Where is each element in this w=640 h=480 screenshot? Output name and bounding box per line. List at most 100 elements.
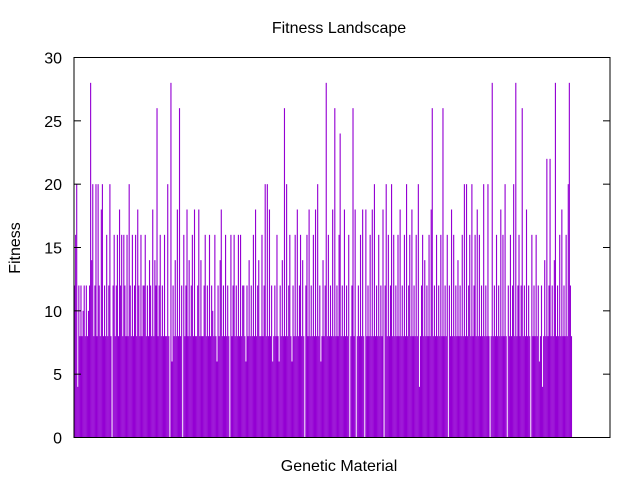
bar bbox=[211, 285, 213, 438]
bar bbox=[326, 336, 328, 438]
bar bbox=[334, 108, 336, 438]
bar bbox=[445, 336, 447, 438]
bar bbox=[424, 260, 426, 438]
bar bbox=[468, 285, 470, 438]
bar bbox=[99, 336, 101, 438]
bar bbox=[110, 336, 112, 438]
bar bbox=[314, 209, 317, 438]
bar bbox=[279, 285, 281, 438]
bar bbox=[249, 336, 251, 438]
bar bbox=[306, 234, 308, 438]
bar bbox=[233, 234, 235, 438]
bar bbox=[513, 184, 515, 438]
bars bbox=[74, 82, 573, 438]
bar bbox=[105, 336, 107, 438]
bar bbox=[187, 336, 189, 438]
bar bbox=[373, 184, 375, 438]
bar bbox=[244, 336, 246, 438]
y-axis-label: Fitness bbox=[7, 222, 24, 274]
bar bbox=[118, 209, 121, 438]
bar bbox=[370, 336, 372, 438]
bar bbox=[112, 285, 114, 438]
bar bbox=[422, 234, 424, 438]
bar bbox=[486, 336, 488, 438]
bar bbox=[495, 234, 498, 438]
bar bbox=[80, 285, 82, 438]
bar bbox=[220, 209, 222, 438]
bar bbox=[297, 336, 299, 438]
bar bbox=[280, 336, 282, 438]
bar bbox=[106, 234, 108, 438]
bar bbox=[465, 184, 468, 438]
bar bbox=[242, 285, 244, 438]
bar bbox=[252, 234, 254, 438]
bar bbox=[129, 285, 131, 438]
bar bbox=[399, 209, 401, 438]
bar bbox=[120, 285, 122, 438]
bar bbox=[464, 336, 467, 438]
bar bbox=[122, 336, 124, 438]
bar bbox=[483, 184, 485, 438]
bar bbox=[567, 184, 569, 438]
bar bbox=[499, 336, 501, 438]
bar bbox=[136, 336, 138, 438]
bar bbox=[135, 234, 137, 438]
bar bbox=[90, 82, 92, 438]
bar bbox=[163, 234, 166, 438]
bar bbox=[514, 336, 516, 438]
bar bbox=[403, 234, 405, 438]
bar bbox=[185, 285, 187, 438]
bar bbox=[296, 209, 298, 438]
bar bbox=[130, 336, 132, 438]
bar bbox=[191, 234, 193, 438]
bar bbox=[329, 285, 332, 438]
bar bbox=[522, 336, 524, 438]
bar bbox=[351, 285, 353, 438]
bar bbox=[78, 285, 80, 438]
bar bbox=[331, 336, 333, 438]
bar bbox=[176, 209, 178, 438]
bar bbox=[92, 184, 94, 438]
bar bbox=[159, 234, 161, 438]
bar bbox=[260, 336, 262, 438]
bar bbox=[518, 234, 520, 438]
bar bbox=[263, 285, 265, 438]
bar bbox=[401, 285, 403, 438]
bar bbox=[116, 234, 118, 438]
bar bbox=[504, 184, 506, 438]
bar bbox=[75, 234, 77, 438]
bar bbox=[391, 184, 393, 438]
bar bbox=[294, 234, 296, 438]
bar bbox=[535, 234, 537, 438]
bar bbox=[225, 234, 227, 438]
bar bbox=[470, 336, 472, 438]
bar bbox=[446, 234, 448, 438]
bar bbox=[476, 209, 478, 438]
bar bbox=[340, 336, 342, 438]
bar bbox=[379, 336, 381, 438]
bar bbox=[165, 336, 167, 438]
bar bbox=[484, 336, 486, 438]
bar bbox=[338, 234, 340, 438]
bar bbox=[386, 336, 388, 438]
bar bbox=[442, 108, 444, 438]
bar bbox=[103, 285, 106, 438]
bar bbox=[215, 336, 217, 438]
bar bbox=[488, 336, 490, 438]
bar bbox=[160, 336, 162, 438]
bar bbox=[310, 285, 312, 438]
bar bbox=[546, 158, 548, 438]
bar bbox=[320, 361, 322, 438]
bar bbox=[308, 209, 310, 438]
bar bbox=[83, 285, 85, 438]
bar bbox=[396, 336, 398, 438]
bar bbox=[408, 285, 410, 438]
bar bbox=[407, 336, 409, 438]
bar bbox=[251, 336, 253, 438]
bar bbox=[508, 336, 510, 438]
bar bbox=[357, 285, 359, 438]
bar bbox=[207, 336, 209, 438]
bar bbox=[472, 336, 474, 438]
bar bbox=[434, 336, 437, 438]
bar bbox=[388, 336, 390, 438]
